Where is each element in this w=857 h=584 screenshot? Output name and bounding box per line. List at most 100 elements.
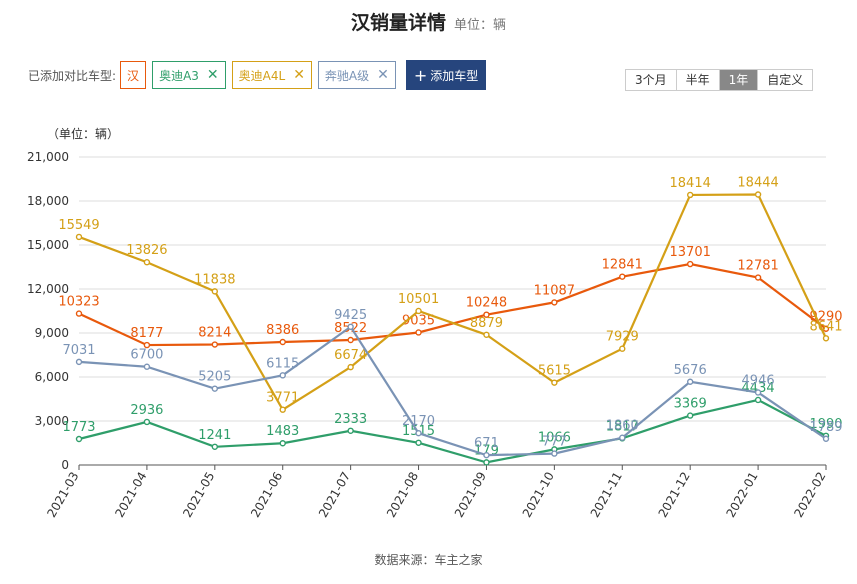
data-point [211,385,219,392]
x-tick-label: 2021-11 [588,470,625,520]
data-label: 8641 [809,319,842,334]
data-point [75,310,83,317]
data-label: 6700 [130,348,163,363]
data-label: 5676 [674,363,707,378]
compare-tag-label: 奥迪A4L [238,68,286,83]
add-model-label: 添加车型 [430,68,479,83]
data-point [75,233,83,241]
compare-tag-benz-a[interactable]: 奔驰A级 ✕ [317,61,396,89]
data-label: 671 [474,436,499,451]
data-label: 8386 [266,323,299,338]
range-option-3m[interactable]: 3个月 [635,73,667,87]
data-point [143,418,151,426]
range-option-1y[interactable]: 1年 [718,70,758,90]
data-label: 12841 [602,258,643,273]
data-label: 4946 [742,373,775,388]
data-point [686,260,694,268]
compare-tag-han[interactable]: 汉 [120,61,147,89]
data-label: 11087 [534,283,575,298]
data-point [279,338,286,346]
y-tick-label: 15,000 [27,238,69,252]
data-label: 13826 [126,243,167,258]
compare-tag-label: 奥迪A3 [159,68,199,83]
data-point [822,325,830,332]
data-point [483,311,490,318]
data-point [483,451,490,459]
y-tick-label: 3,000 [35,414,69,428]
data-source: 数据来源：车主之家 [374,553,483,567]
data-label: 1990 [809,417,842,432]
data-label: 12781 [737,259,778,274]
data-label: 10248 [466,296,507,311]
add-model-button[interactable]: + 添加车型 [405,60,487,90]
page-title: 汉销量详情 [350,12,446,34]
data-label: 8177 [130,326,163,341]
data-label: 5615 [538,364,571,379]
data-point [143,363,151,370]
data-label: 7031 [62,343,95,358]
data-label: 9425 [334,308,367,323]
data-point [822,435,830,442]
compare-tag-label: 奔驰A级 [324,68,370,83]
data-point [483,331,490,338]
data-point [483,459,490,466]
compare-toolbar: 已添加对比车型: 汉 奥迪A3 ✕ 奥迪A4L ✕ 奔驰A级 ✕ + 添加车型 [28,60,487,90]
x-tick-label: 2022-01 [723,470,760,520]
data-point [347,427,354,434]
x-tick-label: 2021-04 [112,470,149,520]
data-point [347,323,354,330]
x-tick-label: 2021-12 [656,470,693,520]
data-point [279,440,286,447]
data-point [143,259,151,266]
data-point [75,358,83,366]
data-point [211,341,219,348]
y-tick-label: 6,000 [35,370,69,384]
range-option-custom[interactable]: 自定义 [757,70,812,90]
data-label: 18444 [737,175,778,190]
data-point [143,341,151,349]
y-tick-label: 12,000 [27,282,69,296]
data-label: 6115 [266,356,299,371]
data-point [754,396,762,404]
data-label: 6674 [334,348,367,363]
x-tick-label: 2022-02 [791,470,828,520]
data-point [279,406,286,413]
x-tick-label: 2021-07 [316,470,353,520]
time-range-switcher: 3个月 半年 1年 自定义 [625,69,814,91]
data-point [415,307,422,315]
data-label: 5205 [198,370,231,385]
data-point [347,336,354,344]
compare-tag-audi-a3[interactable]: 奥迪A3 ✕ [152,61,226,89]
data-point [415,329,422,336]
y-axis-label: （单位：辆） [47,126,119,141]
data-point [754,274,762,281]
range-option-6m[interactable]: 半年 [675,70,719,90]
close-icon[interactable]: ✕ [293,67,305,83]
x-tick-label: 2021-05 [180,470,217,520]
data-label: 1066 [538,430,571,445]
x-tick-label: 2021-10 [520,470,557,520]
data-label: 13701 [670,245,711,260]
data-point [619,273,626,280]
data-label: 11838 [194,272,235,287]
data-point [822,335,830,342]
data-label: 8214 [198,326,231,341]
close-icon[interactable]: ✕ [206,67,219,83]
page-subtitle: 单位：辆 [454,18,507,33]
data-point [347,363,354,371]
compare-tag-label: 汉 [127,68,140,83]
data-point [754,191,762,198]
y-tick-label: 0 [61,458,69,472]
data-label: 1483 [266,424,299,439]
series-line-2 [78,193,827,412]
data-point [619,434,626,441]
compare-label: 已添加对比车型: [28,68,117,83]
data-point [211,288,219,295]
x-tick-label: 2021-08 [384,470,421,520]
y-tick-label: 21,000 [27,150,69,164]
close-icon[interactable]: ✕ [377,67,389,83]
y-tick-label: 9,000 [35,326,69,340]
data-label: 777 [542,435,567,450]
data-label: 2170 [402,414,435,429]
compare-tag-audi-a4l[interactable]: 奥迪A4L ✕ [231,61,312,89]
